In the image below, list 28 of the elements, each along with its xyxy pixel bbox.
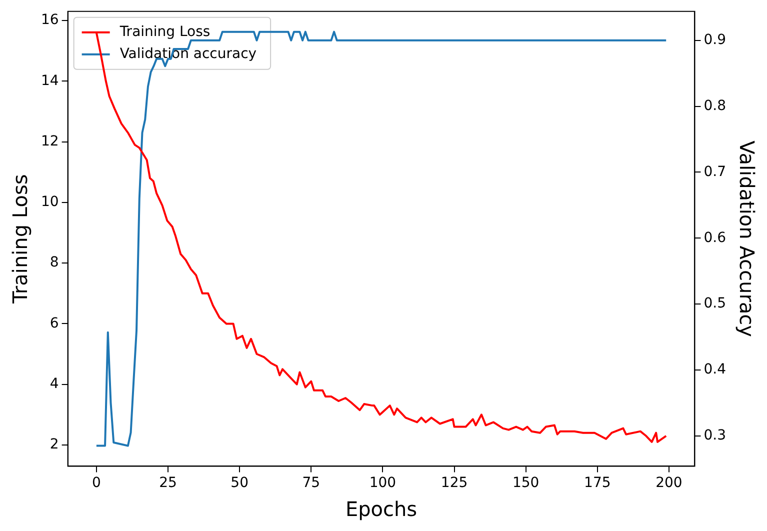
y2-tick-label: 0.7 bbox=[704, 164, 726, 180]
y-tick-label: 2 bbox=[50, 436, 59, 453]
y2-tick-label: 0.3 bbox=[704, 428, 726, 444]
y-tick-label: 14 bbox=[40, 72, 59, 89]
x-tick-label: 0 bbox=[92, 475, 101, 492]
y-axis-title: Training Loss bbox=[8, 174, 32, 304]
y-tick-label: 12 bbox=[40, 133, 59, 150]
y-tick-label: 4 bbox=[50, 376, 59, 392]
y2-tick-label: 0.4 bbox=[704, 362, 726, 378]
x-tick-label: 100 bbox=[369, 475, 396, 492]
y-tick-label: 10 bbox=[40, 194, 59, 210]
y2-axis-title: Validation Accuracy bbox=[734, 140, 759, 338]
y-tick-label: 8 bbox=[50, 254, 59, 271]
y-tick-label: 16 bbox=[40, 12, 59, 28]
y2-tick-label: 0.6 bbox=[704, 230, 726, 246]
x-tick-label: 25 bbox=[159, 475, 177, 492]
legend-label: Training Loss bbox=[118, 24, 210, 40]
x-tick-label: 200 bbox=[656, 475, 682, 492]
x-tick-label: 125 bbox=[440, 475, 468, 492]
y2-tick-label: 0.9 bbox=[704, 32, 726, 48]
x-axis-title: Epochs bbox=[345, 497, 418, 522]
x-tick-label: 150 bbox=[512, 475, 540, 492]
x-tick-label: 50 bbox=[230, 475, 248, 492]
y-tick-label: 6 bbox=[50, 315, 59, 332]
y2-tick-label: 0.8 bbox=[704, 98, 726, 114]
x-tick-label: 75 bbox=[302, 475, 320, 492]
y2-tick-label: 0.5 bbox=[704, 296, 726, 312]
x-tick-label: 175 bbox=[584, 475, 611, 492]
